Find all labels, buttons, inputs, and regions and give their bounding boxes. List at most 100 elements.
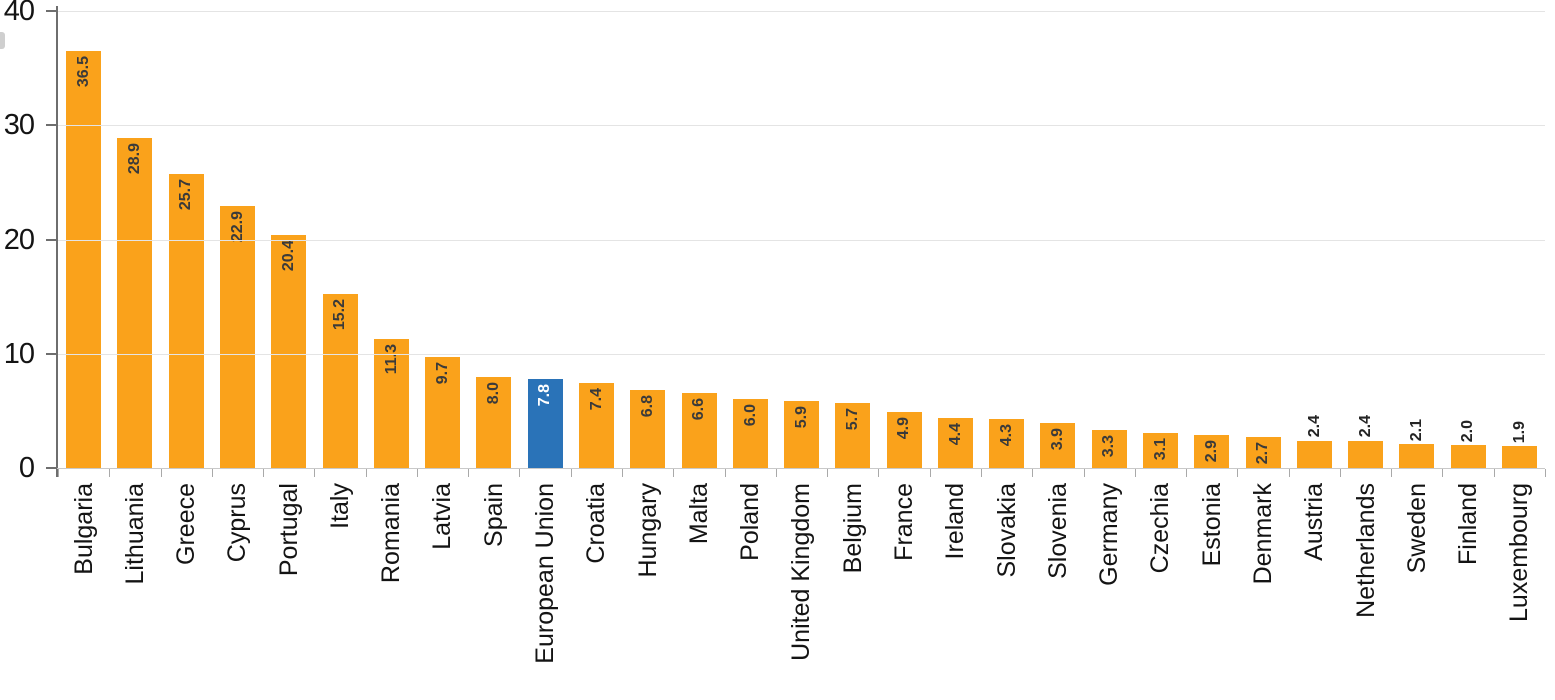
bar-value-label: 4.3 xyxy=(997,423,1015,447)
bar-column: 7.8 xyxy=(520,11,571,468)
bar-value-label: 9.7 xyxy=(433,362,451,385)
x-axis-tick xyxy=(365,469,367,477)
bar-column: 3.9 xyxy=(1032,11,1083,468)
bar-column: 7.4 xyxy=(571,11,622,468)
country-label: Ireland xyxy=(941,483,970,560)
bar-value-label: 3.1 xyxy=(1151,437,1169,460)
x-axis-tick xyxy=(1083,469,1085,477)
bar: 36.5 xyxy=(66,51,102,468)
bar-value-label: 2.1 xyxy=(1408,418,1426,442)
x-axis-tick xyxy=(314,469,316,477)
bar: 15.2 xyxy=(322,294,358,468)
bar-column: 36.5 xyxy=(58,11,109,468)
bar-value-label: 6.0 xyxy=(741,404,759,427)
x-axis-tick xyxy=(980,469,982,477)
bar-value-label: 36.5 xyxy=(74,56,92,88)
bar-column: 3.3 xyxy=(1084,11,1135,468)
bar-value-label: 20.4 xyxy=(279,239,297,272)
country-label: Romania xyxy=(377,483,406,584)
plot-area: 36.5 28.9 25.7 22.9 20.4 15.2 11.3 9.7 8.0 7.8 7.4… xyxy=(57,11,1546,477)
bar-column: 20.4 xyxy=(263,11,314,468)
bar-value-label: 2.0 xyxy=(1459,419,1477,443)
x-axis-tick xyxy=(878,469,880,477)
x-axis-tick xyxy=(827,469,829,477)
x-axis-tick xyxy=(673,469,675,477)
x-label-cell: Spain xyxy=(468,483,519,664)
bar-column: 6.0 xyxy=(725,11,776,468)
gridline xyxy=(58,125,1545,127)
country-label: Czechia xyxy=(1146,483,1175,574)
x-label-cell: Austria xyxy=(1289,483,1340,664)
y-tick-label: 40 xyxy=(3,0,35,27)
y-axis-tick xyxy=(46,467,57,469)
x-label-cell: European Union xyxy=(520,483,571,664)
bar-column: 2.1 xyxy=(1391,11,1442,468)
x-label-cell: Netherlands xyxy=(1340,483,1391,664)
x-axis-labels: Bulgaria Lithuania Greece Cyprus Portugal Ita… xyxy=(58,483,1545,664)
bar: 6.0 xyxy=(732,399,768,468)
bar-value-label: 3.3 xyxy=(1100,435,1118,458)
bar-value-label: 2.4 xyxy=(1356,415,1374,438)
x-axis-tick xyxy=(416,469,418,477)
bar: 2.7 xyxy=(1245,437,1281,468)
country-label: United Kingdom xyxy=(787,483,816,661)
x-axis-tick xyxy=(519,469,521,477)
x-label-cell: Ireland xyxy=(930,483,981,664)
bar: 3.3 xyxy=(1091,430,1127,468)
bar: 28.9 xyxy=(117,137,153,468)
country-label: Greece xyxy=(172,483,201,565)
gridline xyxy=(58,11,1545,12)
left-edge-artifact xyxy=(0,32,5,49)
bar-column: 3.1 xyxy=(1135,11,1186,468)
x-label-cell: United Kingdom xyxy=(776,483,827,664)
x-label-cell: Cyprus xyxy=(212,483,263,664)
y-axis-tick xyxy=(46,10,57,12)
country-label: Bulgaria xyxy=(69,483,98,575)
country-label: Latvia xyxy=(428,483,457,550)
x-label-cell: Slovakia xyxy=(981,483,1032,664)
bar-column: 9.7 xyxy=(417,11,468,468)
bar-column: 11.3 xyxy=(366,11,417,468)
bar: 25.7 xyxy=(168,174,204,468)
bar-value-label: 8.0 xyxy=(485,381,503,404)
bar: 11.3 xyxy=(373,338,409,468)
bar: 3.1 xyxy=(1143,432,1179,468)
country-label: Germany xyxy=(1095,483,1124,586)
y-axis-line xyxy=(56,6,58,477)
x-label-cell: Estonia xyxy=(1186,483,1237,664)
country-label: Luxembourg xyxy=(1505,483,1534,622)
country-label: Austria xyxy=(1300,483,1329,561)
y-tick-label: 20 xyxy=(3,223,35,256)
bar-value-label: 2.9 xyxy=(1203,439,1221,463)
bar-value-label: 4.9 xyxy=(895,417,913,440)
country-label: European Union xyxy=(531,483,560,664)
country-label: Slovenia xyxy=(1043,483,1072,579)
bar-column: 6.6 xyxy=(673,11,724,468)
bar-column: 4.3 xyxy=(981,11,1032,468)
bar-column: 28.9 xyxy=(109,11,160,468)
bar xyxy=(1348,440,1384,468)
x-axis-tick xyxy=(1545,469,1546,477)
x-label-cell: Greece xyxy=(161,483,212,664)
x-label-cell: Finland xyxy=(1443,483,1494,664)
x-axis-tick xyxy=(1186,469,1188,477)
country-label: Finland xyxy=(1454,483,1483,565)
x-label-cell: Denmark xyxy=(1237,483,1288,664)
x-label-cell: France xyxy=(879,483,930,664)
x-axis-tick xyxy=(724,469,726,477)
y-tick-label: 0 xyxy=(18,452,35,484)
country-label: Italy xyxy=(325,483,354,529)
bar-column: 25.7 xyxy=(161,11,212,468)
bar-column: 6.8 xyxy=(622,11,673,468)
bar xyxy=(1502,446,1538,468)
bar: 6.8 xyxy=(630,390,666,468)
x-axis-tick xyxy=(263,469,265,477)
bar-column: 1.9 xyxy=(1494,11,1545,468)
gridline xyxy=(58,239,1545,241)
x-label-cell: Slovenia xyxy=(1032,483,1083,664)
x-label-cell: Portugal xyxy=(263,483,314,664)
bar: 22.9 xyxy=(219,206,255,468)
x-axis-tick xyxy=(1237,469,1239,477)
bar-value-label: 6.8 xyxy=(638,395,656,418)
x-axis-tick xyxy=(929,469,931,477)
